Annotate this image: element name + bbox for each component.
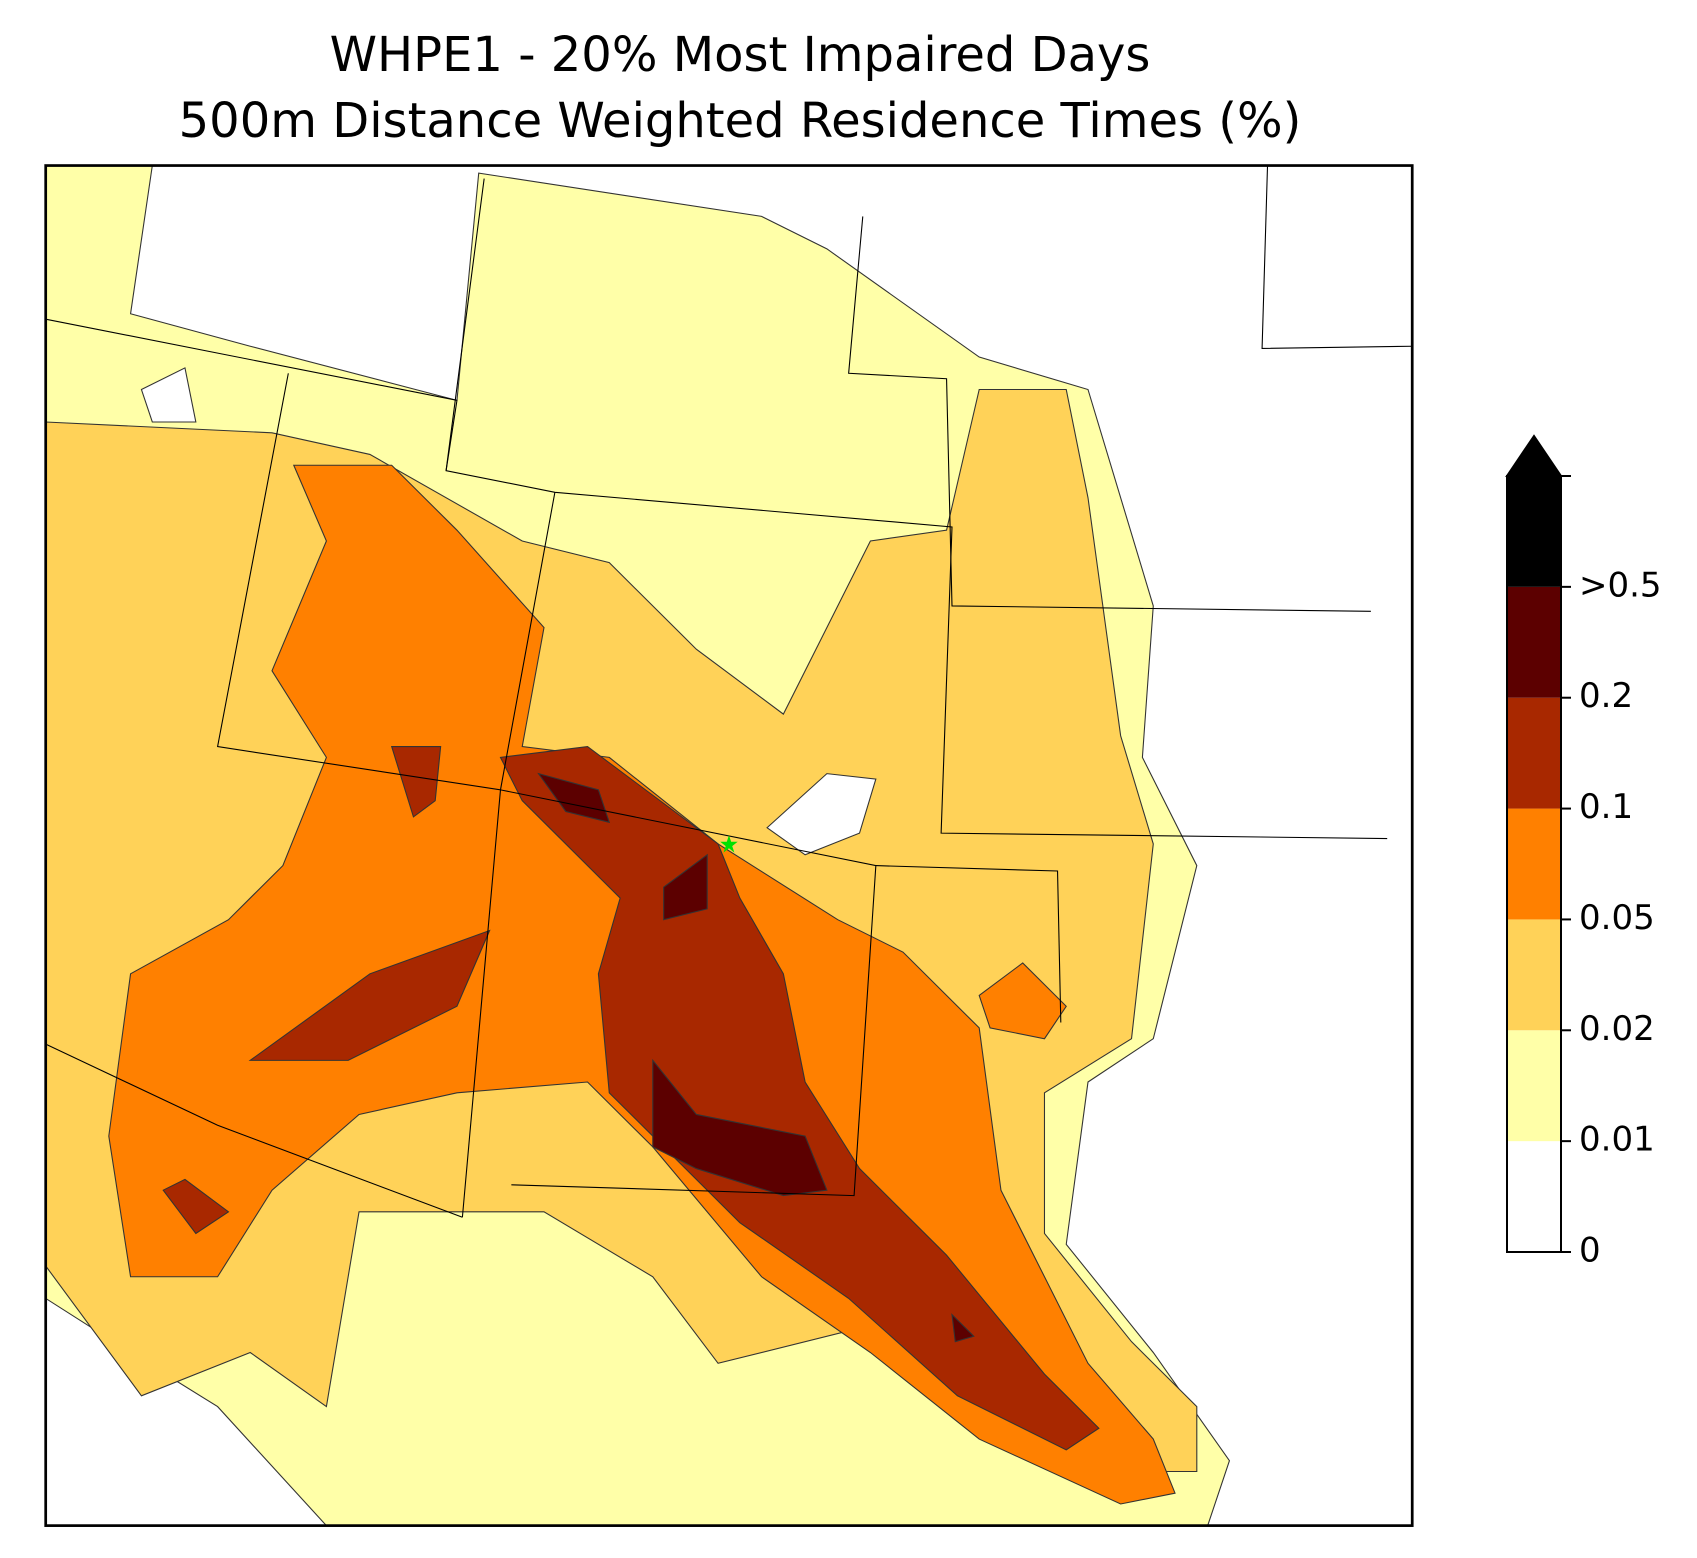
- colorbar-band: [1507, 697, 1561, 809]
- contour-0.1: [162, 746, 1100, 1451]
- state-borders: [45, 165, 1413, 1218]
- colorbar-band: [1507, 1141, 1561, 1252]
- colorbar-band: [1507, 808, 1561, 920]
- map-frame: [44, 164, 1414, 1527]
- colorbar-tick-label: 0.01: [1579, 1120, 1655, 1160]
- colorbar-tick-label: 0.1: [1579, 787, 1633, 827]
- colorbar-band: [1507, 476, 1561, 587]
- colorbar-tick-label: 0: [1579, 1231, 1601, 1271]
- colorbar-extension: [1505, 434, 1563, 477]
- colorbar-frame: [1506, 475, 1562, 1253]
- map: [44, 164, 1414, 1527]
- colorbar-band: [1507, 586, 1561, 698]
- colorbar-band: [1507, 919, 1561, 1031]
- colorbar-tick-label: 0.02: [1579, 1009, 1655, 1049]
- contour-0.2: [537, 772, 975, 1343]
- site-marker: [720, 835, 738, 853]
- colorbar-tick-label: 0.05: [1579, 898, 1655, 938]
- colorbar-tick-label: >0.5: [1579, 565, 1662, 605]
- colorbar-tick-label: 0.2: [1579, 676, 1633, 716]
- title-line-1: WHPE1 - 20% Most Impaired Days: [330, 27, 1151, 83]
- title-line-2: 500m Distance Weighted Residence Times (…: [179, 93, 1302, 149]
- colorbar-band: [1507, 1030, 1561, 1142]
